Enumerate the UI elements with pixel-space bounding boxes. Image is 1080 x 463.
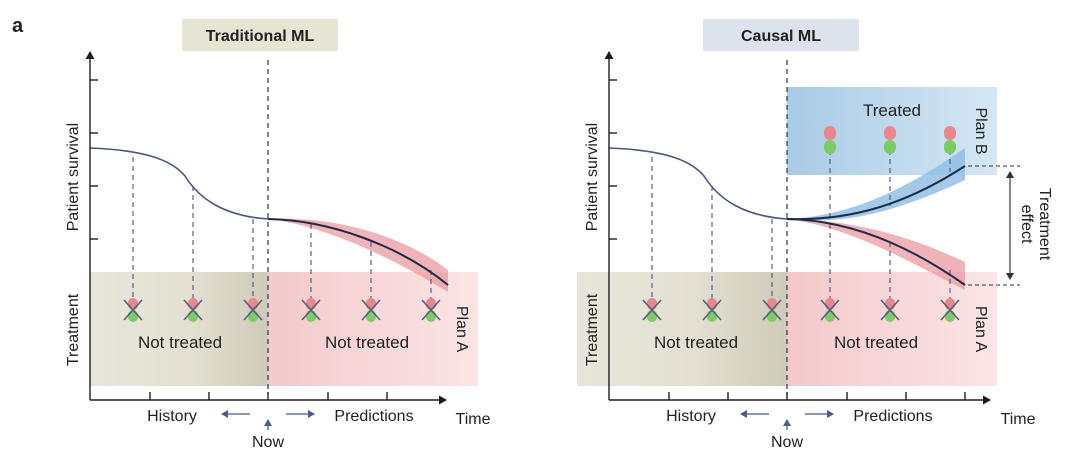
pill-icon (820, 298, 840, 322)
treatment-effect-label-1: Treatment (1036, 188, 1053, 261)
right-survival-curve-plan-a (786, 218, 966, 286)
pill-icon (762, 298, 782, 322)
pill-icon (940, 298, 960, 322)
pill-icon (243, 298, 263, 322)
left-survival-curve-prediction (267, 218, 449, 286)
right-now-label: Now (771, 434, 803, 451)
left-drop-lines (132, 157, 432, 300)
panel-label: a (12, 15, 24, 37)
right-future-zone (787, 272, 997, 386)
right-time-label: Time (1001, 411, 1036, 428)
right-future-text: Not treated (834, 333, 918, 352)
right-pills (642, 298, 960, 322)
left-now-label: Now (252, 434, 284, 451)
left-future-zone (268, 272, 478, 386)
left-y-label-treatment: Treatment (65, 293, 82, 366)
right-predictions-label: Predictions (853, 408, 932, 425)
right-treated-pills (824, 126, 956, 154)
treatment-effect-guides (968, 165, 1020, 286)
pill-icon (880, 298, 900, 322)
left-predictions-label: Predictions (334, 408, 413, 425)
right-history-label: History (666, 408, 716, 425)
pill-icon (884, 126, 896, 154)
right-plan-a-label: Plan A (972, 306, 989, 353)
left-panel: Traditional ML Not t (65, 19, 491, 451)
pill-icon (944, 126, 956, 154)
pill-icon (421, 298, 441, 322)
left-title: Traditional ML (206, 28, 315, 45)
right-survival-curve-plan-b (786, 165, 966, 221)
left-red-band (268, 218, 448, 292)
right-blue-band (787, 148, 965, 221)
right-survival-curve-history (608, 147, 788, 220)
left-plan-a-label: Plan A (453, 306, 470, 353)
pill-icon (301, 298, 321, 322)
left-history-label: History (147, 408, 197, 425)
pill-icon (183, 298, 203, 322)
left-y-ticks (90, 79, 98, 240)
right-red-band (787, 219, 965, 290)
right-panel: Causal ML (577, 19, 1053, 451)
right-history-zone (577, 272, 787, 386)
left-pills (123, 298, 441, 322)
left-x-ticks (149, 392, 388, 400)
left-history-text: Not treated (138, 333, 222, 352)
left-y-label-survival: Patient survival (65, 123, 82, 232)
left-history-zone (90, 272, 268, 386)
pill-icon (123, 298, 143, 322)
right-y-label-survival: Patient survival (584, 123, 601, 232)
right-title-box (703, 19, 859, 51)
right-treated-text: Treated (863, 101, 921, 120)
left-future-text: Not treated (325, 333, 409, 352)
pill-icon (642, 298, 662, 322)
right-y-ticks (609, 79, 617, 240)
right-plan-b-label: Plan B (972, 107, 989, 154)
pill-icon (361, 298, 381, 322)
treatment-effect-label-2: effect (1018, 205, 1035, 244)
right-y-label-treatment: Treatment (584, 293, 601, 366)
right-title: Causal ML (741, 28, 821, 45)
right-x-ticks (668, 392, 966, 400)
right-history-text: Not treated (654, 333, 738, 352)
left-title-box (182, 19, 338, 51)
left-time-label: Time (456, 411, 491, 428)
left-survival-curve-history (89, 147, 269, 220)
pill-icon (824, 126, 836, 154)
pill-icon (702, 298, 722, 322)
